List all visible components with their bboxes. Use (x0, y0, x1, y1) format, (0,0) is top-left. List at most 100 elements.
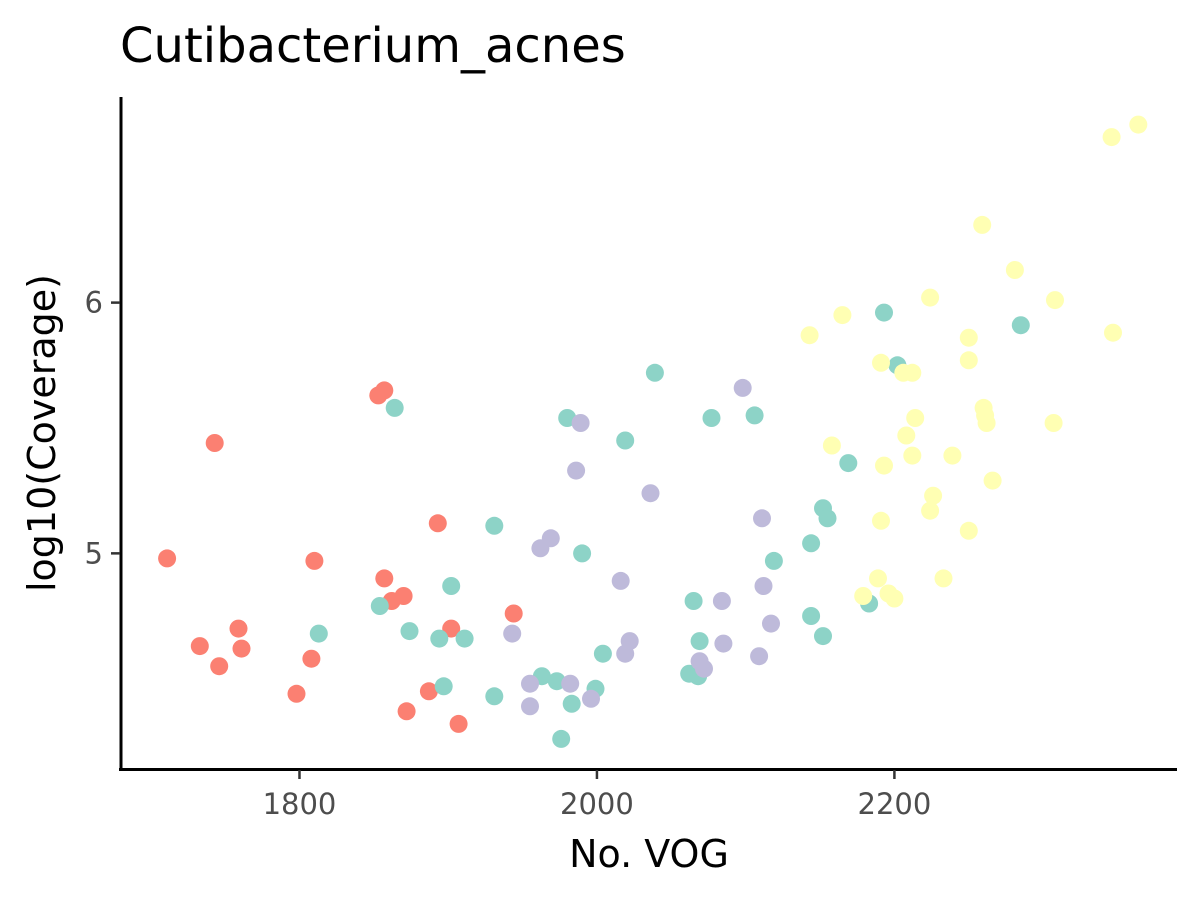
data-point (712, 592, 731, 610)
data-point (818, 509, 837, 528)
data-point (702, 409, 721, 427)
data-point (802, 534, 821, 553)
data-point (943, 446, 962, 465)
y-tick-label: 6 (85, 286, 103, 320)
x-tick-label: 2200 (858, 787, 932, 821)
data-point (442, 619, 461, 638)
data-point (764, 551, 783, 570)
data-point (906, 409, 925, 427)
data-point (854, 587, 873, 605)
data-point (750, 647, 769, 666)
data-point (394, 587, 413, 605)
data-point (571, 414, 590, 432)
data-point (232, 639, 251, 658)
data-point (1005, 261, 1024, 279)
data-point (375, 569, 394, 588)
data-point (449, 714, 468, 733)
data-point (934, 569, 953, 588)
data-point (561, 674, 580, 693)
data-point (1104, 323, 1122, 342)
ticks-layer: 1800 2000 2200 5 6 (85, 286, 932, 821)
data-point (800, 326, 819, 345)
data-point (1044, 414, 1063, 432)
data-point (983, 471, 1002, 490)
data-point (305, 551, 324, 570)
data-point (190, 637, 209, 656)
y-tick-label: 5 (85, 536, 103, 570)
data-point (869, 569, 887, 588)
y-axis-title: log10(Coverage) (20, 274, 64, 592)
data-point (287, 684, 306, 703)
data-point (485, 516, 504, 535)
data-point (833, 306, 852, 325)
data-point (695, 659, 713, 678)
data-point (562, 694, 581, 713)
data-point (872, 353, 890, 372)
data-point (616, 431, 635, 450)
data-point (690, 632, 709, 651)
data-point (875, 303, 893, 322)
data-point (504, 604, 523, 623)
data-point (977, 414, 996, 432)
data-point (714, 634, 733, 653)
data-point (959, 351, 978, 370)
data-point (754, 577, 773, 595)
data-point (541, 529, 560, 548)
data-point (521, 697, 539, 716)
data-point (302, 649, 321, 668)
data-point (521, 674, 539, 693)
data-point (593, 644, 612, 663)
data-point (309, 624, 328, 643)
data-point (582, 689, 600, 708)
data-point (1011, 316, 1030, 335)
data-point (442, 577, 461, 595)
data-point (762, 614, 780, 633)
data-point (973, 215, 992, 234)
data-point (620, 632, 639, 651)
data-point (822, 436, 841, 455)
data-point (814, 627, 832, 646)
data-point (375, 381, 394, 400)
data-point (1046, 291, 1064, 310)
data-point (684, 592, 703, 610)
data-point (229, 619, 248, 638)
data-point (745, 406, 764, 425)
data-point (547, 672, 566, 691)
data-point (567, 461, 586, 480)
data-point (430, 629, 449, 648)
data-point (872, 511, 890, 530)
data-point (1102, 128, 1121, 147)
data-point (428, 514, 447, 533)
data-point (400, 622, 419, 641)
data-point (158, 549, 177, 568)
data-point (733, 378, 752, 397)
data-point (370, 597, 389, 615)
data-point (959, 521, 978, 540)
data-point (611, 571, 630, 590)
chart-title: Cutibacterium_acnes (120, 18, 626, 74)
data-point (921, 501, 940, 520)
data-point (573, 544, 592, 563)
points-layer (158, 115, 1148, 748)
data-point (921, 288, 940, 307)
data-point (205, 434, 224, 452)
x-tick-label: 2000 (560, 787, 634, 821)
data-point (210, 657, 229, 676)
data-point (903, 363, 922, 382)
data-point (434, 677, 453, 696)
data-point (802, 607, 821, 625)
data-point (455, 629, 474, 648)
data-point (903, 446, 922, 465)
data-point (753, 509, 771, 528)
data-point (924, 486, 943, 505)
data-point (552, 729, 571, 748)
data-point (885, 589, 904, 608)
data-point (839, 454, 858, 473)
data-point (485, 687, 504, 706)
data-point (897, 426, 916, 445)
data-point (645, 363, 664, 382)
data-point (959, 328, 978, 347)
data-point (641, 484, 660, 503)
data-point (419, 682, 438, 701)
